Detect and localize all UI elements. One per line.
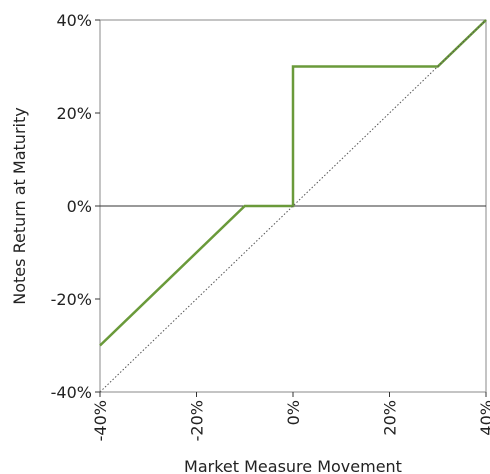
- x-tick-label: 0%: [284, 400, 303, 425]
- x-axis-label: Market Measure Movement: [184, 457, 402, 474]
- y-axis-label: Notes Return at Maturity: [10, 107, 29, 304]
- y-tick-label: -40%: [51, 383, 92, 402]
- x-tick-label: 40%: [477, 400, 490, 436]
- y-tick-label: -20%: [51, 290, 92, 309]
- x-tick-label: -20%: [188, 400, 207, 441]
- y-tick-label: 0%: [67, 197, 92, 216]
- x-tick-label: 20%: [381, 400, 400, 436]
- x-tick-label: -40%: [91, 400, 110, 441]
- y-tick-label: 20%: [56, 104, 92, 123]
- notes-return-line: [99, 19, 487, 347]
- y-tick-label: 40%: [56, 11, 92, 30]
